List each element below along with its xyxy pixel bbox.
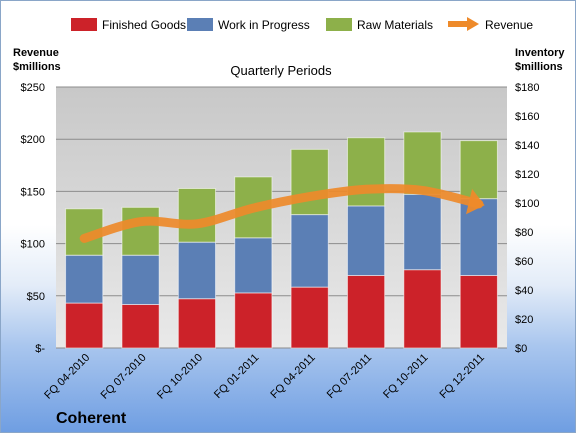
bar-segment-finished-goods — [403, 269, 442, 349]
right-axis-label-line1: Inventory — [515, 47, 565, 59]
right-axis-label-line2: $millions — [515, 61, 563, 73]
bar-segment-finished-goods — [65, 302, 104, 349]
revenue-arrowhead — [466, 188, 485, 215]
legend-swatch-raw-materials — [326, 18, 352, 31]
right-axis-tick-label: $180 — [515, 82, 539, 94]
company-name: Coherent — [56, 410, 127, 427]
bar-segment-work-in-progress — [403, 193, 442, 271]
bar-segment-raw-materials — [177, 188, 217, 243]
bar-segment-work-in-progress — [346, 205, 386, 276]
x-axis-tick-label: FQ 07-2011 — [325, 352, 374, 401]
bar-segment-finished-goods — [177, 298, 217, 349]
bar-segment-finished-goods — [290, 286, 329, 349]
legend-label-finished-goods: Finished Goods — [102, 18, 186, 32]
right-axis-tick-label: $140 — [515, 140, 539, 152]
left-axis-tick-label: $200 — [21, 134, 45, 146]
left-axis-tick-label: $50 — [27, 291, 45, 303]
bar-segment-finished-goods — [459, 275, 498, 349]
bar-segment-work-in-progress — [234, 237, 273, 294]
revenue-line — [79, 184, 484, 243]
bar-segment-work-in-progress — [290, 214, 329, 288]
bar-segment-raw-materials — [290, 148, 329, 216]
right-axis-tick-label: $100 — [515, 198, 539, 210]
legend: Finished Goods Work in Progress Raw Mate… — [71, 17, 533, 32]
legend-swatch-revenue-arrowhead — [467, 17, 479, 31]
x-axis-tick-label: FQ 07-2010 — [99, 352, 149, 402]
legend-label-raw-materials: Raw Materials — [357, 18, 433, 32]
right-axis-tick-label: $60 — [515, 256, 533, 268]
bar-segment-work-in-progress — [177, 241, 217, 300]
legend-label-work-in-progress: Work in Progress — [218, 18, 310, 32]
x-axis-tick-label: FQ 12-2011 — [438, 352, 487, 401]
left-axis-label-line2: $millions — [13, 61, 61, 73]
left-axis-tick-label: $150 — [21, 186, 45, 198]
bar-segment-raw-materials — [459, 140, 498, 200]
right-axis-tick-label: $160 — [515, 111, 539, 123]
bar-segment-raw-materials — [121, 206, 160, 256]
x-axis-tick-label: FQ 10-2010 — [155, 352, 205, 402]
bar-segment-work-in-progress — [459, 198, 498, 276]
bar-segment-finished-goods — [234, 292, 273, 349]
x-axis-tick-label: FQ 10-2011 — [381, 352, 430, 401]
right-axis-tick-label: $40 — [515, 285, 533, 297]
x-axis-tick-label: FQ 01-2011 — [212, 352, 261, 401]
bar-segment-work-in-progress — [121, 254, 160, 305]
legend-label-revenue: Revenue — [485, 18, 533, 32]
bar-segment-finished-goods — [346, 275, 386, 349]
legend-swatch-work-in-progress — [187, 18, 213, 31]
bar-segment-finished-goods — [121, 304, 160, 349]
right-axis-tick-label: $20 — [515, 314, 533, 326]
x-axis-tick-label: FQ 04-2011 — [268, 352, 317, 401]
x-axis-tick-label: FQ 04-2010 — [42, 352, 92, 402]
left-axis-tick-label: $250 — [21, 82, 45, 94]
right-axis-tick-label: $0 — [515, 343, 527, 355]
left-axis-label-line1: Revenue — [13, 47, 59, 59]
right-axis-tick-label: $80 — [515, 227, 533, 239]
left-axis-tick-label: $100 — [21, 239, 45, 251]
legend-swatch-finished-goods — [71, 18, 97, 31]
right-axis-tick-label: $120 — [515, 169, 539, 181]
left-axis-tick-label: $- — [35, 343, 45, 355]
bar-segment-work-in-progress — [65, 254, 104, 304]
chart-title: Quarterly Periods — [230, 63, 332, 78]
bar-segment-raw-materials — [346, 137, 386, 207]
